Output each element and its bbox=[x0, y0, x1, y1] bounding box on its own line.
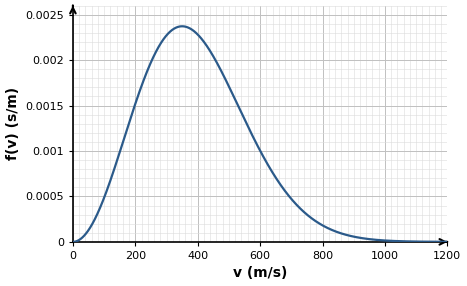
X-axis label: v (m/s): v (m/s) bbox=[233, 267, 287, 281]
Y-axis label: f(v) (s/m): f(v) (s/m) bbox=[6, 87, 20, 160]
